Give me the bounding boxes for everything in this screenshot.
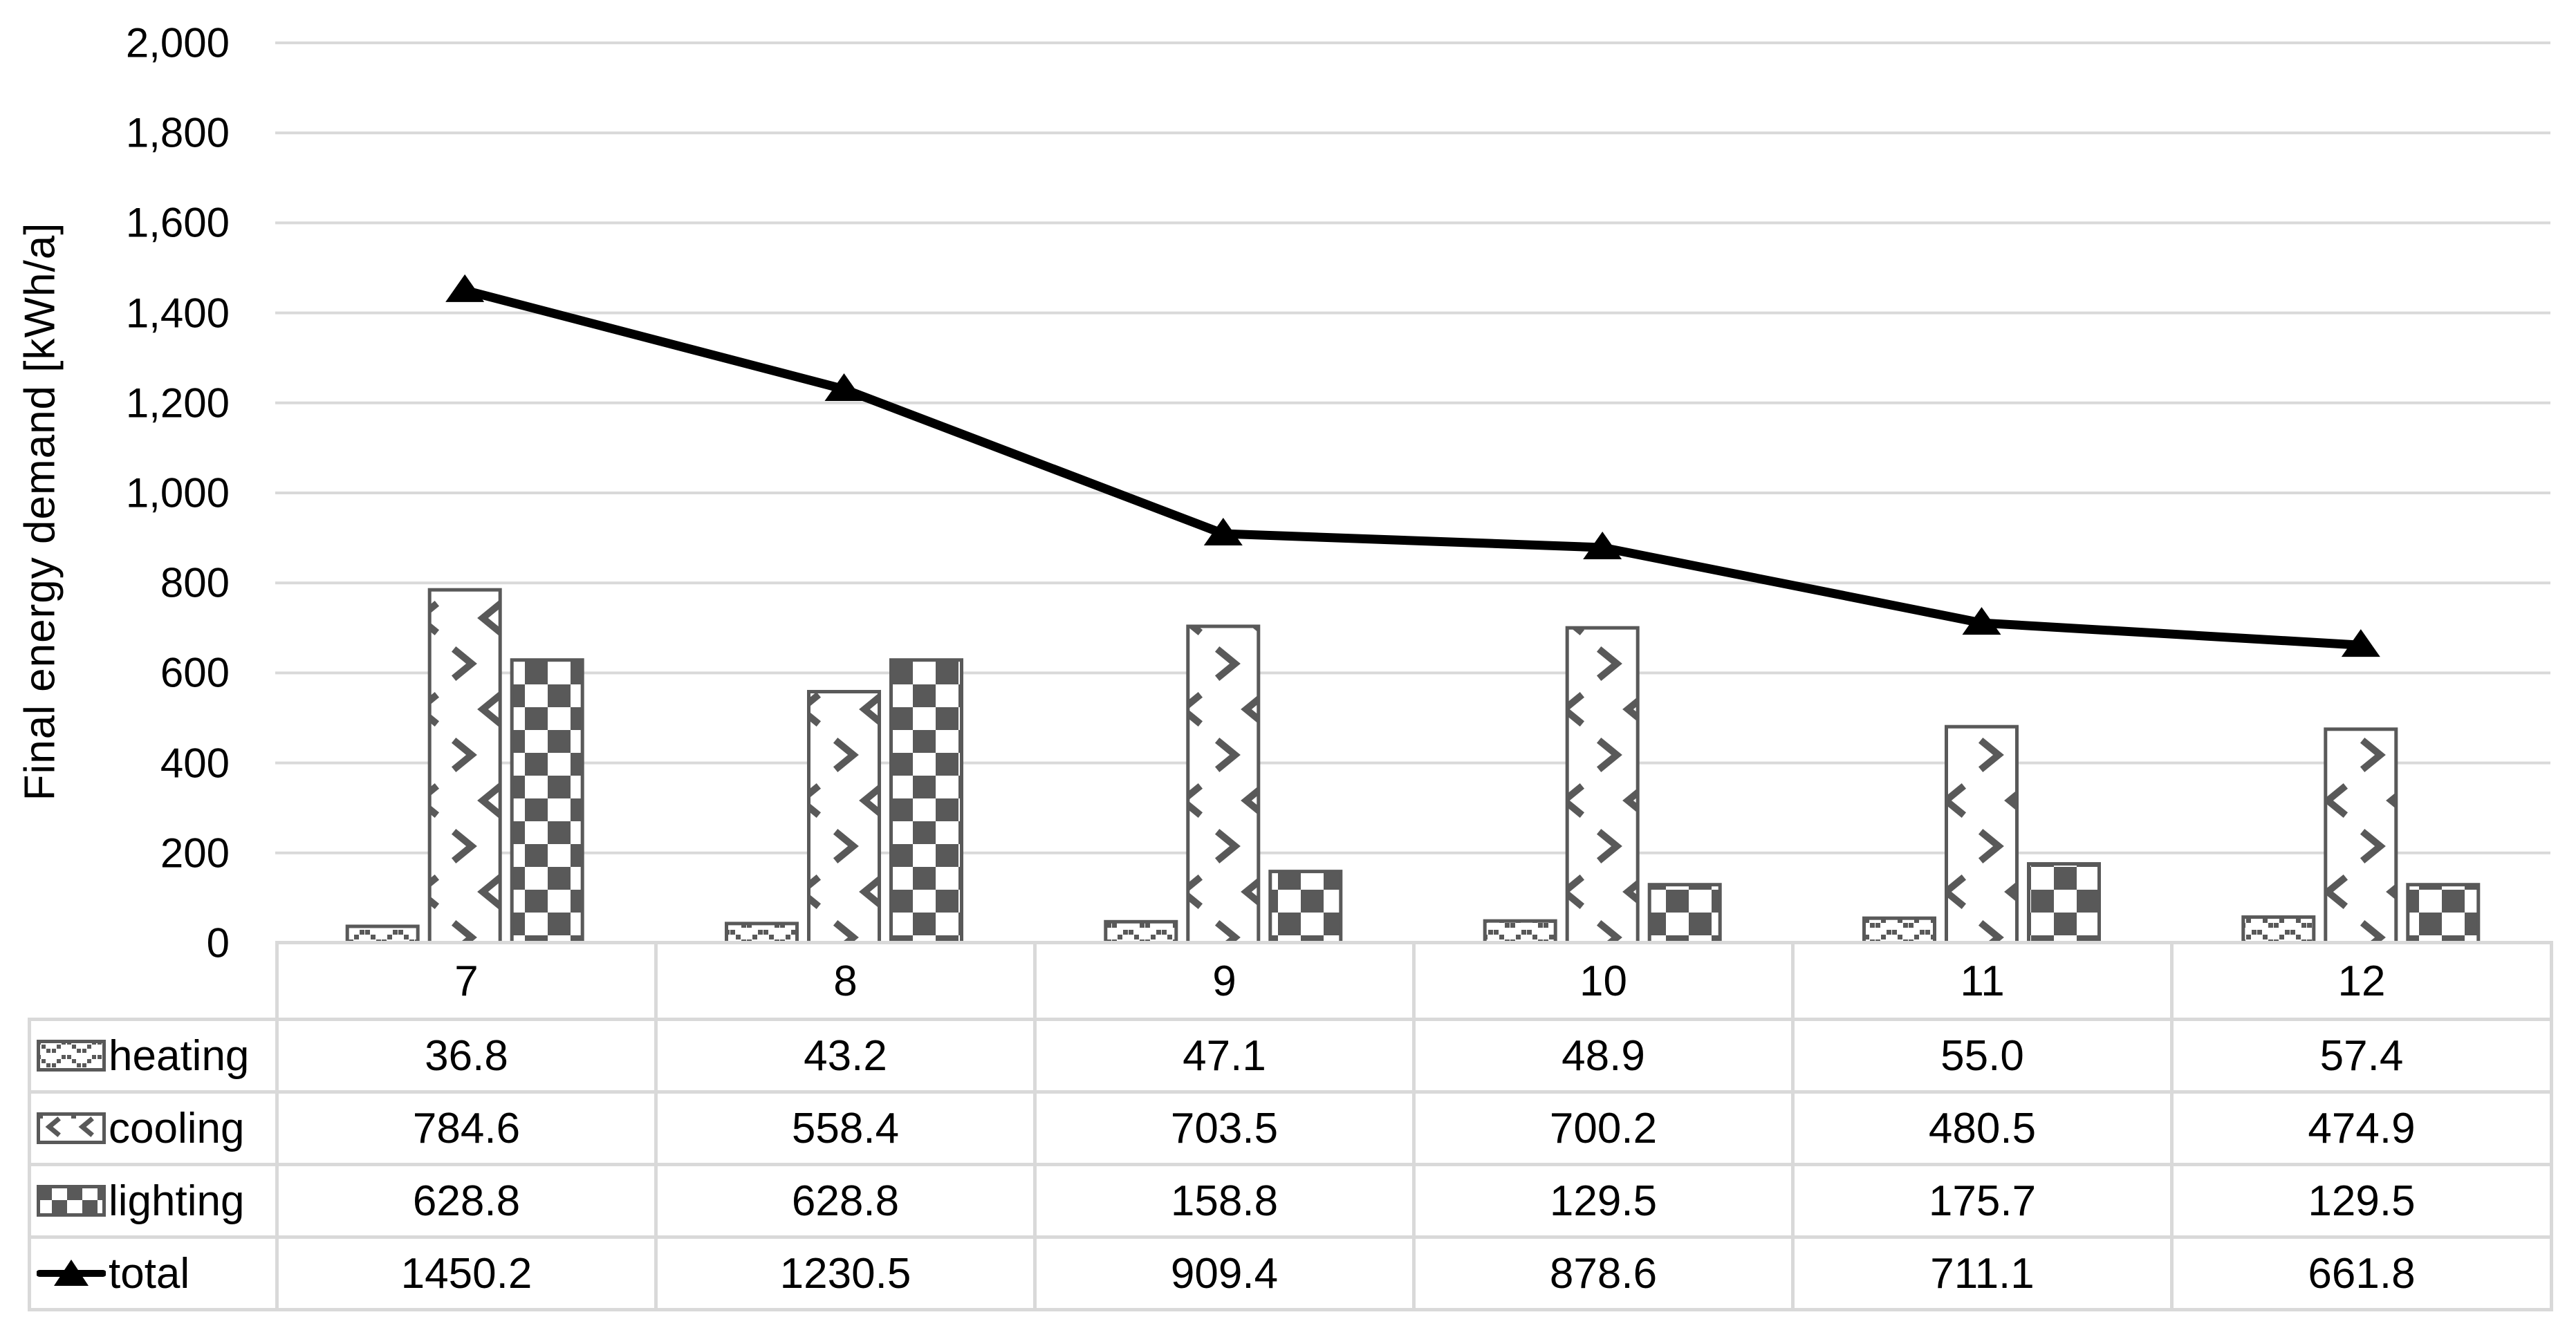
category-header-cell: 12: [2170, 941, 2553, 1021]
value-cell-cooling-8: 558.4: [654, 1090, 1037, 1166]
table-row-heating: heating 36.8 43.2 47.1 48.9 55.0 57.4: [28, 1018, 2553, 1094]
category-header-row: 7 8 9 10 11 12: [30, 941, 2553, 1021]
total-line-marker-icon: [37, 1260, 106, 1286]
bar-heating-7: [345, 924, 420, 945]
marker-total-10: [1583, 532, 1622, 560]
bar-lighting-10: [1647, 883, 1722, 945]
bar-cooling-10: [1565, 626, 1640, 945]
value-cell-total-8: 1230.5: [654, 1235, 1037, 1311]
category-header-cell: 10: [1412, 941, 1795, 1021]
legend-cell-lighting: lighting: [28, 1163, 279, 1239]
y-tick-label: 1,600: [125, 199, 230, 246]
legend-key-total: total: [33, 1249, 274, 1298]
value-cell-total-10: 878.6: [1412, 1235, 1795, 1311]
value-cell-heating-12: 57.4: [2170, 1018, 2553, 1094]
lighting-pattern-swatch-icon: [37, 1185, 106, 1217]
table-corner-blank: [30, 943, 277, 1020]
bar-heating-9: [1104, 919, 1178, 945]
value-cell-heating-9: 47.1: [1033, 1018, 1416, 1094]
value-cell-cooling-12: 474.9: [2170, 1090, 2553, 1166]
bar-heating-8: [725, 922, 799, 945]
y-tick-label: 1,800: [125, 109, 230, 156]
bar-heating-12: [2241, 915, 2316, 945]
bar-series-group: [345, 588, 2481, 945]
value-cell-total-9: 909.4: [1033, 1235, 1416, 1311]
value-cell-heating-7: 36.8: [275, 1018, 658, 1094]
legend-key-cooling: cooling: [33, 1104, 274, 1153]
y-tick-label: 1,400: [125, 290, 230, 337]
category-header-cell: 11: [1791, 941, 2174, 1021]
gridlines: [275, 41, 2550, 854]
y-tick-label: 800: [160, 559, 230, 606]
y-tick-label: 400: [160, 740, 230, 787]
legend-key-heating: heating: [33, 1031, 274, 1081]
line-series-group: [445, 274, 2380, 657]
y-tick-label: 1,200: [125, 380, 230, 427]
y-tick-label: 200: [160, 830, 230, 877]
bar-lighting-11: [2027, 862, 2101, 945]
table-row-cooling: cooling 784.6 558.4 703.5 700.2 480.5 474.9: [28, 1090, 2553, 1166]
legend-key-lighting: lighting: [33, 1177, 274, 1226]
bar-heating-11: [1862, 916, 1936, 945]
value-cell-cooling-9: 703.5: [1033, 1090, 1416, 1166]
value-cell-heating-8: 43.2: [654, 1018, 1037, 1094]
category-header-cell: 7: [275, 941, 658, 1021]
value-cell-total-7: 1450.2: [275, 1235, 658, 1311]
category-header-cell: 9: [1033, 941, 1416, 1021]
legend-cell-heating: heating: [28, 1018, 279, 1094]
value-cell-lighting-7: 628.8: [275, 1163, 658, 1239]
bar-cooling-7: [427, 588, 502, 945]
bar-lighting-12: [2406, 883, 2481, 945]
bar-lighting-8: [889, 658, 963, 945]
value-cell-total-11: 711.1: [1791, 1235, 2174, 1311]
table-row-total: total 1450.2 1230.5 909.4 878.6 711.1 661.8: [28, 1235, 2553, 1311]
legend-cell-total: total: [28, 1235, 279, 1311]
value-cell-lighting-9: 158.8: [1033, 1163, 1416, 1239]
bar-heating-10: [1483, 919, 1557, 945]
value-cell-heating-11: 55.0: [1791, 1018, 2174, 1094]
value-cell-total-12: 661.8: [2170, 1235, 2553, 1311]
series-label-total: total: [109, 1249, 190, 1298]
value-cell-cooling-10: 700.2: [1412, 1090, 1795, 1166]
data-table: 7 8 9 10 11 12 heating 36.8 43.2 47.1 48.9 55.0 57.4…: [28, 941, 2553, 1311]
heating-pattern-swatch-icon: [37, 1040, 106, 1072]
marker-total-12: [2341, 629, 2380, 657]
y-tick-label: 0: [206, 919, 230, 966]
marker-total-7: [445, 274, 485, 302]
y-tick-label: 1,000: [125, 469, 230, 516]
legend-cell-cooling: cooling: [28, 1090, 279, 1166]
marker-total-9: [1203, 517, 1243, 545]
bar-cooling-8: [807, 690, 881, 945]
value-cell-cooling-7: 784.6: [275, 1090, 658, 1166]
bar-lighting-7: [510, 658, 584, 945]
value-cell-lighting-8: 628.8: [654, 1163, 1037, 1239]
value-cell-cooling-11: 480.5: [1791, 1090, 2174, 1166]
series-label-cooling: cooling: [109, 1104, 245, 1152]
y-tick-label: 600: [160, 649, 230, 696]
series-label-heating: heating: [109, 1031, 250, 1080]
value-cell-lighting-11: 175.7: [1791, 1163, 2174, 1239]
value-cell-lighting-12: 129.5: [2170, 1163, 2553, 1239]
marker-total-8: [824, 373, 864, 401]
category-header-cell: 8: [654, 941, 1037, 1021]
marker-total-11: [1962, 607, 2001, 635]
bar-cooling-11: [1945, 724, 2019, 945]
value-cell-lighting-10: 129.5: [1412, 1163, 1795, 1239]
bar-cooling-12: [2324, 727, 2398, 945]
line-total: [460, 286, 2366, 650]
bar-cooling-9: [1186, 624, 1261, 945]
y-tick-label: 2,000: [125, 19, 230, 66]
series-label-lighting: lighting: [109, 1177, 245, 1225]
bar-lighting-9: [1268, 870, 1343, 945]
table-row-lighting: lighting 628.8 628.8 158.8 129.5 175.7 129.5: [28, 1163, 2553, 1239]
value-cell-heating-10: 48.9: [1412, 1018, 1795, 1094]
cooling-pattern-swatch-icon: [37, 1112, 106, 1144]
